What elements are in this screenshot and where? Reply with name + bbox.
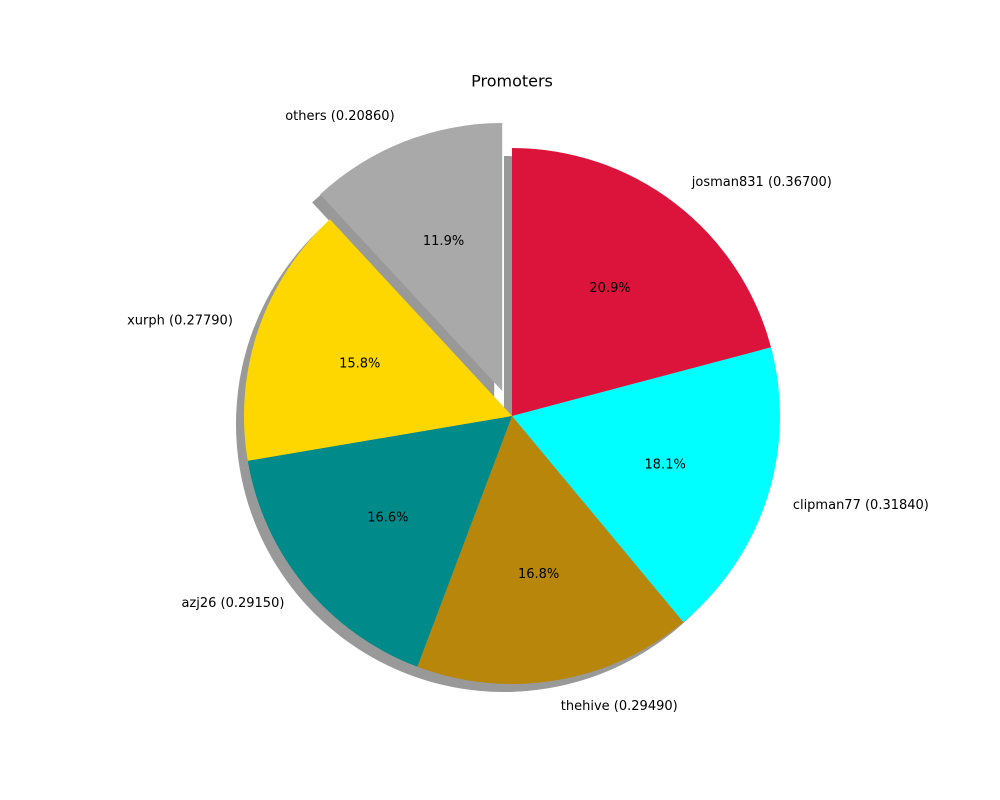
slice-label: others (0.20860) <box>285 109 394 124</box>
slice <box>247 416 512 667</box>
value-label: 11.9% <box>423 234 464 249</box>
value-label: 16.8% <box>518 567 559 582</box>
slice <box>512 347 780 623</box>
chart-title: Promoters <box>471 72 553 91</box>
slice <box>320 123 503 392</box>
value-label: 16.6% <box>367 511 408 526</box>
slice-label: clipman77 (0.31840) <box>793 498 929 513</box>
value-label: 15.8% <box>339 357 380 372</box>
slice <box>512 148 772 416</box>
slice <box>244 219 513 461</box>
value-label: 20.9% <box>589 281 630 296</box>
slice-label: josman831 (0.36700) <box>691 175 832 190</box>
slice-label: thehive (0.29490) <box>561 699 678 714</box>
slice-label: azj26 (0.29150) <box>181 596 284 611</box>
slice <box>417 416 684 684</box>
value-label: 18.1% <box>645 457 686 472</box>
slice-label: xurph (0.27790) <box>127 314 233 329</box>
